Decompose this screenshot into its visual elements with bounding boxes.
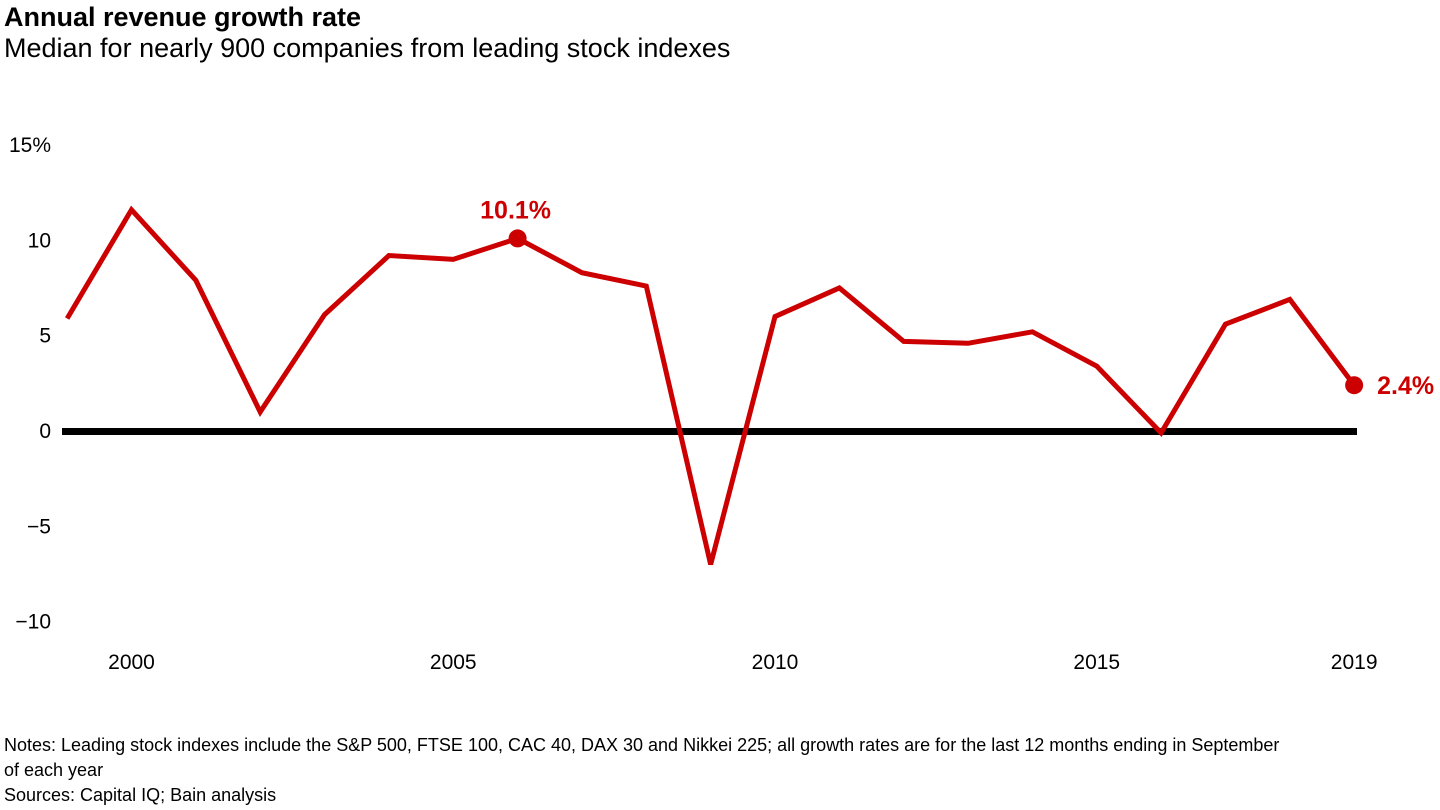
y-axis-tick-label-10: 10 xyxy=(28,229,51,252)
revenue-growth-line xyxy=(64,205,1357,566)
data-point-marker-2019 xyxy=(1345,376,1364,395)
notes-line-2: of each year xyxy=(4,760,104,780)
page-title: Annual revenue growth rate xyxy=(4,2,362,32)
annotation-label-2019: 2.4% xyxy=(1377,372,1434,400)
annotation-label-2006: 10.1% xyxy=(480,196,551,224)
chart-footnotes: Notes: Leading stock indexes include the… xyxy=(4,733,1279,808)
y-axis-tick-label-5: 5 xyxy=(39,325,51,348)
y-axis-tick-label--10: −10 xyxy=(15,611,51,634)
x-axis-tick-label-2010: 2010 xyxy=(752,651,799,674)
x-axis-tick-label-2005: 2005 xyxy=(430,651,477,674)
notes-line-1: Notes: Leading stock indexes include the… xyxy=(4,735,1280,755)
y-axis-tick-label--5: −5 xyxy=(27,515,51,538)
x-axis-tick-label-2000: 2000 xyxy=(108,651,155,674)
page-subtitle: Median for nearly 900 companies from lea… xyxy=(4,33,731,63)
x-axis-tick-label-2019: 2019 xyxy=(1331,651,1378,674)
x-axis-tick-label-2015: 2015 xyxy=(1073,651,1120,674)
y-axis-tick-label-0: 0 xyxy=(39,420,51,443)
sources-line: Sources: Capital IQ; Bain analysis xyxy=(4,785,277,805)
y-axis-tick-label-15: 15% xyxy=(9,134,51,157)
data-point-marker-2006 xyxy=(508,229,527,248)
